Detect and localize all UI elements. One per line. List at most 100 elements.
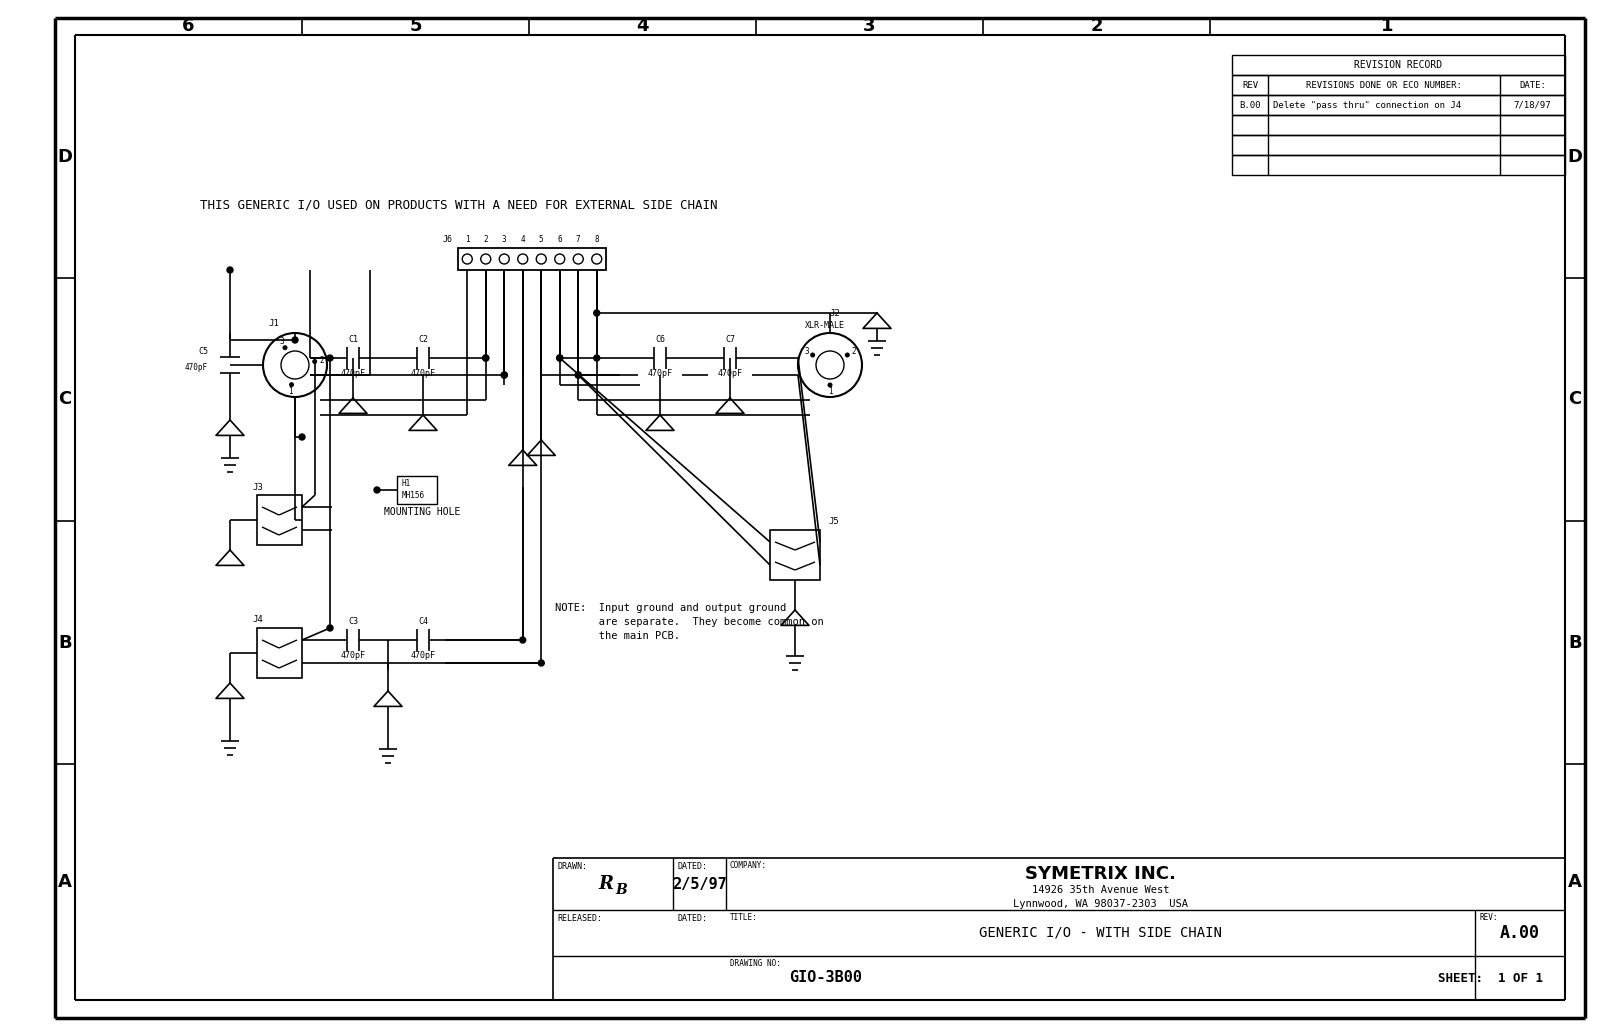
Text: J6: J6 <box>443 235 453 244</box>
Circle shape <box>483 355 488 361</box>
Text: SYMETRIX INC.: SYMETRIX INC. <box>1026 865 1176 883</box>
Text: 1: 1 <box>466 235 469 244</box>
Text: 3: 3 <box>278 337 283 346</box>
Text: DATED:: DATED: <box>677 862 707 871</box>
Text: C1: C1 <box>349 336 358 345</box>
Circle shape <box>283 345 288 350</box>
Text: COMPANY:: COMPANY: <box>730 861 766 870</box>
Text: J5: J5 <box>829 518 838 526</box>
Bar <box>458 248 606 270</box>
Text: 3: 3 <box>805 347 810 356</box>
Text: SHEET:  1 OF 1: SHEET: 1 OF 1 <box>1437 972 1542 984</box>
Text: A.00: A.00 <box>1501 924 1539 942</box>
Circle shape <box>827 382 832 387</box>
Circle shape <box>326 355 333 361</box>
Text: 6: 6 <box>182 17 195 35</box>
Circle shape <box>557 355 563 361</box>
Text: TITLE:: TITLE: <box>730 913 758 922</box>
Text: 8: 8 <box>595 235 598 244</box>
Circle shape <box>326 625 333 631</box>
Text: REV:: REV: <box>1478 913 1498 922</box>
Circle shape <box>594 310 600 316</box>
Text: 14926 35th Avenue West: 14926 35th Avenue West <box>1032 885 1170 895</box>
Text: 5: 5 <box>539 235 544 244</box>
Text: C4: C4 <box>418 617 429 627</box>
Text: 470pF: 470pF <box>341 652 365 661</box>
Text: 5: 5 <box>410 17 422 35</box>
Text: 470pF: 470pF <box>341 370 365 378</box>
Circle shape <box>312 359 317 364</box>
Text: REV: REV <box>1242 81 1258 89</box>
Text: NOTE:  Input ground and output ground: NOTE: Input ground and output ground <box>555 603 786 613</box>
Text: D: D <box>1568 147 1582 166</box>
Bar <box>1232 135 1565 155</box>
Circle shape <box>291 337 298 343</box>
Text: B: B <box>614 883 627 897</box>
Text: C5: C5 <box>198 346 208 355</box>
Text: 470pF: 470pF <box>648 370 672 378</box>
Text: THIS GENERIC I/O USED ON PRODUCTS WITH A NEED FOR EXTERNAL SIDE CHAIN: THIS GENERIC I/O USED ON PRODUCTS WITH A… <box>200 199 717 211</box>
Text: 2: 2 <box>1090 17 1102 35</box>
Text: GIO-3B00: GIO-3B00 <box>789 971 862 985</box>
Text: D: D <box>58 147 72 166</box>
Text: Delete "pass thru" connection on J4: Delete "pass thru" connection on J4 <box>1274 100 1461 110</box>
Circle shape <box>299 434 306 440</box>
Text: H1: H1 <box>402 479 411 488</box>
Circle shape <box>576 372 581 378</box>
Text: B.00: B.00 <box>1240 100 1261 110</box>
Text: 1: 1 <box>288 387 293 396</box>
Text: C6: C6 <box>654 336 666 345</box>
Text: REVISIONS DONE OR ECO NUMBER:: REVISIONS DONE OR ECO NUMBER: <box>1306 81 1462 89</box>
Bar <box>1232 95 1565 115</box>
Text: C2: C2 <box>418 336 429 345</box>
Text: A: A <box>1568 873 1582 891</box>
Circle shape <box>538 660 544 666</box>
Text: are separate.  They become common on: are separate. They become common on <box>555 617 824 627</box>
Text: MH156: MH156 <box>402 490 426 499</box>
Circle shape <box>290 382 294 387</box>
Bar <box>1232 75 1565 95</box>
Text: B: B <box>1568 633 1582 652</box>
Text: 4: 4 <box>520 235 525 244</box>
Text: 2/5/97: 2/5/97 <box>672 876 726 892</box>
Text: Lynnwood, WA 98037-2303  USA: Lynnwood, WA 98037-2303 USA <box>1013 899 1187 909</box>
Circle shape <box>501 372 507 378</box>
Circle shape <box>810 352 814 357</box>
Circle shape <box>483 355 488 361</box>
Bar <box>1232 115 1565 135</box>
Bar <box>258 628 302 678</box>
Bar <box>258 495 302 545</box>
Circle shape <box>845 352 850 357</box>
Text: MOUNTING HOLE: MOUNTING HOLE <box>384 507 461 517</box>
Text: the main PCB.: the main PCB. <box>555 631 680 641</box>
Text: 2: 2 <box>851 347 856 356</box>
Text: J3: J3 <box>253 483 262 491</box>
Bar <box>770 530 819 580</box>
Circle shape <box>227 267 234 274</box>
Circle shape <box>594 355 600 361</box>
Text: 3: 3 <box>864 17 875 35</box>
Text: 4: 4 <box>637 17 648 35</box>
Text: RELEASED:: RELEASED: <box>557 914 602 923</box>
Text: GENERIC I/O - WITH SIDE CHAIN: GENERIC I/O - WITH SIDE CHAIN <box>979 926 1222 940</box>
Circle shape <box>374 487 381 493</box>
Text: R: R <box>598 875 613 893</box>
Circle shape <box>557 355 563 361</box>
Text: 2: 2 <box>320 355 323 365</box>
Text: C: C <box>1568 391 1582 408</box>
Text: J1: J1 <box>269 318 278 327</box>
Text: 2: 2 <box>483 235 488 244</box>
Text: 470pF: 470pF <box>411 370 435 378</box>
Text: XLR-MALE: XLR-MALE <box>805 320 845 329</box>
Text: C7: C7 <box>725 336 734 345</box>
Text: 6: 6 <box>557 235 562 244</box>
Text: 3: 3 <box>502 235 507 244</box>
Text: DRAWING NO:: DRAWING NO: <box>730 959 781 968</box>
Text: C3: C3 <box>349 617 358 627</box>
Text: B: B <box>58 633 72 652</box>
Text: 470pF: 470pF <box>186 363 208 372</box>
Bar <box>397 476 437 503</box>
Text: REVISION RECORD: REVISION RECORD <box>1355 60 1443 70</box>
Text: J2: J2 <box>830 309 840 317</box>
Circle shape <box>501 372 507 378</box>
